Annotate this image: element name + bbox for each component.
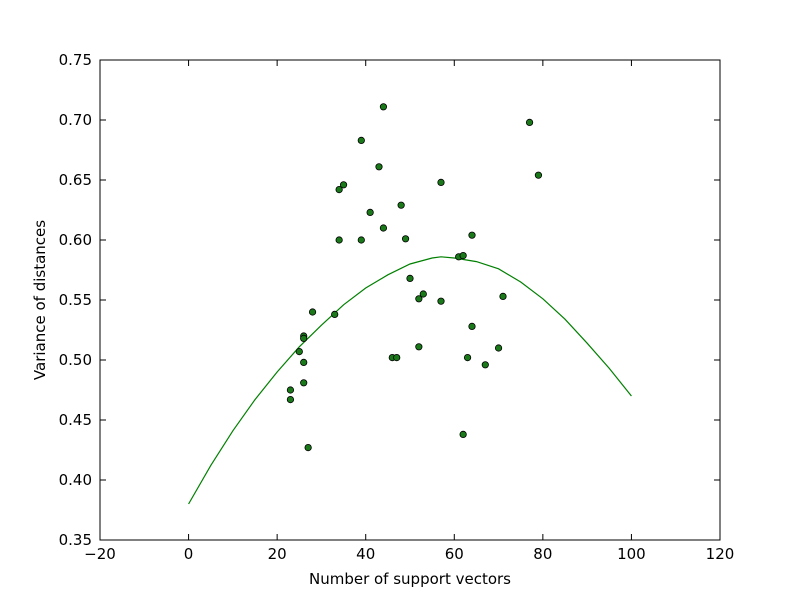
data-point-14 <box>357 236 365 244</box>
data-point-5 <box>300 358 308 366</box>
data-point-17 <box>379 103 388 111</box>
data-point-18 <box>379 224 388 232</box>
data-point-26 <box>419 290 427 298</box>
data-point-22 <box>401 235 410 243</box>
data-point-0 <box>286 386 295 394</box>
data-point-13 <box>357 136 365 144</box>
data-point-9 <box>331 310 339 318</box>
y-tick-label-0: 0.35 <box>59 531 92 549</box>
y-tick-label-3: 0.50 <box>59 351 92 369</box>
data-point-37 <box>499 292 507 300</box>
data-point-8 <box>308 308 317 316</box>
data-point-24 <box>415 295 423 303</box>
x-tick-label-5: 80 <box>533 545 552 563</box>
y-axis-label: Variance of distances <box>31 220 49 380</box>
data-point-6 <box>300 379 308 387</box>
data-point-36 <box>494 344 503 352</box>
data-point-28 <box>437 297 445 305</box>
data-point-2 <box>295 347 303 356</box>
data-point-7 <box>304 443 312 452</box>
y-tick-label-1: 0.40 <box>59 471 92 489</box>
data-point-16 <box>375 163 383 171</box>
data-point-32 <box>463 353 472 362</box>
y-tick-label-4: 0.55 <box>59 291 92 309</box>
x-tick-label-0: −20 <box>84 545 116 563</box>
data-point-23 <box>406 274 414 282</box>
data-point-30 <box>459 252 467 260</box>
data-point-33 <box>468 231 476 239</box>
data-point-39 <box>534 171 543 179</box>
fit-curve-line <box>188 256 632 505</box>
x-tick-label-1: 0 <box>184 545 194 563</box>
x-tick-label-7: 120 <box>706 545 735 563</box>
data-point-4 <box>300 334 308 342</box>
data-point-11 <box>335 186 343 194</box>
data-point-38 <box>525 118 534 127</box>
fit-curve-layer <box>188 256 632 505</box>
x-tick-label-4: 60 <box>445 545 464 563</box>
data-point-20 <box>393 353 401 362</box>
data-point-12 <box>339 181 348 189</box>
data-point-15 <box>366 208 374 216</box>
y-tick-label-6: 0.65 <box>59 171 92 189</box>
y-tick-label-7: 0.70 <box>59 111 92 129</box>
data-point-1 <box>286 395 295 404</box>
x-tick-label-3: 40 <box>356 545 375 563</box>
data-point-35 <box>481 361 489 369</box>
y-tick-label-2: 0.45 <box>59 411 92 429</box>
x-tick-label-6: 100 <box>617 545 646 563</box>
x-axis-label: Number of support vectors <box>309 570 511 588</box>
ticks-layer: −20 0 20 40 60 80 100 120 0.35 0.40 0.45 0.50 0.55 0.… <box>59 51 735 563</box>
y-tick-label-8: 0.75 <box>59 51 92 69</box>
y-tick-label-5: 0.60 <box>59 231 92 249</box>
data-point-10 <box>335 236 343 244</box>
data-point-31 <box>459 430 467 438</box>
data-point-21 <box>397 201 405 209</box>
points-layer <box>286 103 543 452</box>
data-point-34 <box>468 322 476 330</box>
data-point-25 <box>415 343 423 351</box>
x-tick-label-2: 20 <box>268 545 287 563</box>
data-point-27 <box>437 178 445 186</box>
